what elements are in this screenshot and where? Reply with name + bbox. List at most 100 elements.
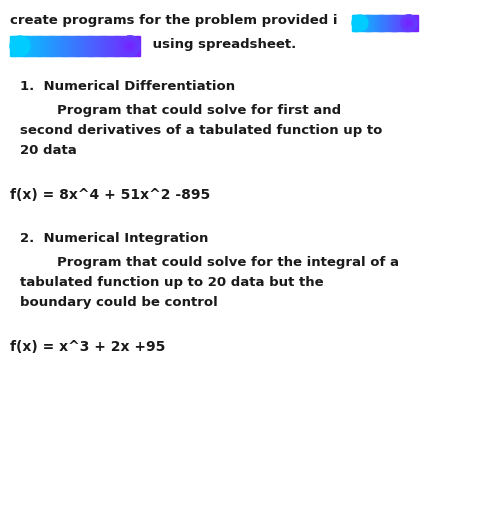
Bar xyxy=(69,36,71,56)
Circle shape xyxy=(402,16,416,30)
Bar xyxy=(414,15,415,31)
Bar xyxy=(60,36,62,56)
Circle shape xyxy=(124,40,136,52)
Circle shape xyxy=(125,41,135,51)
Bar xyxy=(404,15,406,31)
Bar xyxy=(355,15,357,31)
Bar xyxy=(363,15,364,31)
Bar xyxy=(40,36,43,56)
Circle shape xyxy=(120,36,140,56)
Bar xyxy=(401,15,402,31)
Bar xyxy=(86,36,89,56)
Bar xyxy=(394,15,396,31)
Bar xyxy=(393,15,395,31)
Circle shape xyxy=(352,15,368,31)
Bar xyxy=(369,15,371,31)
Bar xyxy=(10,36,13,56)
Bar xyxy=(47,36,49,56)
Bar xyxy=(129,36,132,56)
Bar xyxy=(25,36,28,56)
Bar xyxy=(382,15,384,31)
Bar xyxy=(402,15,404,31)
Bar xyxy=(390,15,392,31)
Bar xyxy=(396,15,398,31)
Bar xyxy=(408,15,410,31)
Bar xyxy=(103,36,106,56)
Circle shape xyxy=(129,45,131,47)
Bar xyxy=(378,15,379,31)
Bar xyxy=(71,36,74,56)
Circle shape xyxy=(404,18,414,28)
Bar xyxy=(92,36,95,56)
Bar xyxy=(27,36,30,56)
Bar xyxy=(406,15,408,31)
Bar xyxy=(138,36,140,56)
Bar xyxy=(366,15,368,31)
Bar xyxy=(364,15,365,31)
Bar xyxy=(84,36,86,56)
Bar xyxy=(370,15,372,31)
Bar xyxy=(31,36,34,56)
Bar xyxy=(397,15,399,31)
Bar xyxy=(405,15,407,31)
Bar xyxy=(373,15,374,31)
Circle shape xyxy=(121,37,139,55)
Bar xyxy=(38,36,41,56)
Bar xyxy=(360,15,361,31)
Bar xyxy=(380,15,382,31)
Bar xyxy=(400,15,401,31)
Bar xyxy=(51,36,54,56)
Bar xyxy=(134,36,136,56)
Bar xyxy=(121,36,123,56)
Bar xyxy=(367,15,369,31)
Bar xyxy=(99,36,102,56)
Bar xyxy=(15,36,17,56)
Text: using spreadsheet.: using spreadsheet. xyxy=(148,38,296,51)
Bar xyxy=(64,36,67,56)
Bar xyxy=(410,15,412,31)
Bar xyxy=(116,36,119,56)
Circle shape xyxy=(408,22,410,24)
Bar xyxy=(375,15,377,31)
Bar xyxy=(88,36,91,56)
Bar xyxy=(409,15,411,31)
Circle shape xyxy=(406,20,412,26)
Bar xyxy=(97,36,99,56)
Bar xyxy=(36,36,39,56)
Bar xyxy=(16,36,19,56)
Bar xyxy=(30,36,32,56)
Bar xyxy=(361,15,362,31)
Bar xyxy=(19,36,21,56)
Bar xyxy=(21,36,24,56)
Bar xyxy=(356,15,358,31)
Bar xyxy=(411,15,413,31)
Circle shape xyxy=(403,17,415,29)
Bar xyxy=(127,36,130,56)
Bar xyxy=(122,36,125,56)
Text: f(x) = x^3 + 2x +95: f(x) = x^3 + 2x +95 xyxy=(10,340,166,354)
Bar xyxy=(58,36,60,56)
Bar xyxy=(383,15,385,31)
Bar xyxy=(359,15,360,31)
Bar xyxy=(114,36,117,56)
Circle shape xyxy=(401,15,417,31)
Circle shape xyxy=(128,44,132,48)
Bar xyxy=(386,15,387,31)
Bar xyxy=(395,15,397,31)
Bar xyxy=(353,15,355,31)
Bar xyxy=(112,36,115,56)
Text: Program that could solve for first and: Program that could solve for first and xyxy=(20,104,341,117)
Bar xyxy=(413,15,414,31)
Bar xyxy=(23,36,26,56)
Circle shape xyxy=(127,43,133,49)
Bar xyxy=(384,15,386,31)
Bar xyxy=(94,36,97,56)
Text: f(x) = 8x^4 + 51x^2 -895: f(x) = 8x^4 + 51x^2 -895 xyxy=(10,188,210,202)
Bar xyxy=(362,15,363,31)
Bar xyxy=(56,36,58,56)
Bar xyxy=(388,15,389,31)
Bar xyxy=(352,15,354,31)
Bar xyxy=(118,36,121,56)
Bar xyxy=(416,15,418,31)
Bar xyxy=(374,15,375,31)
